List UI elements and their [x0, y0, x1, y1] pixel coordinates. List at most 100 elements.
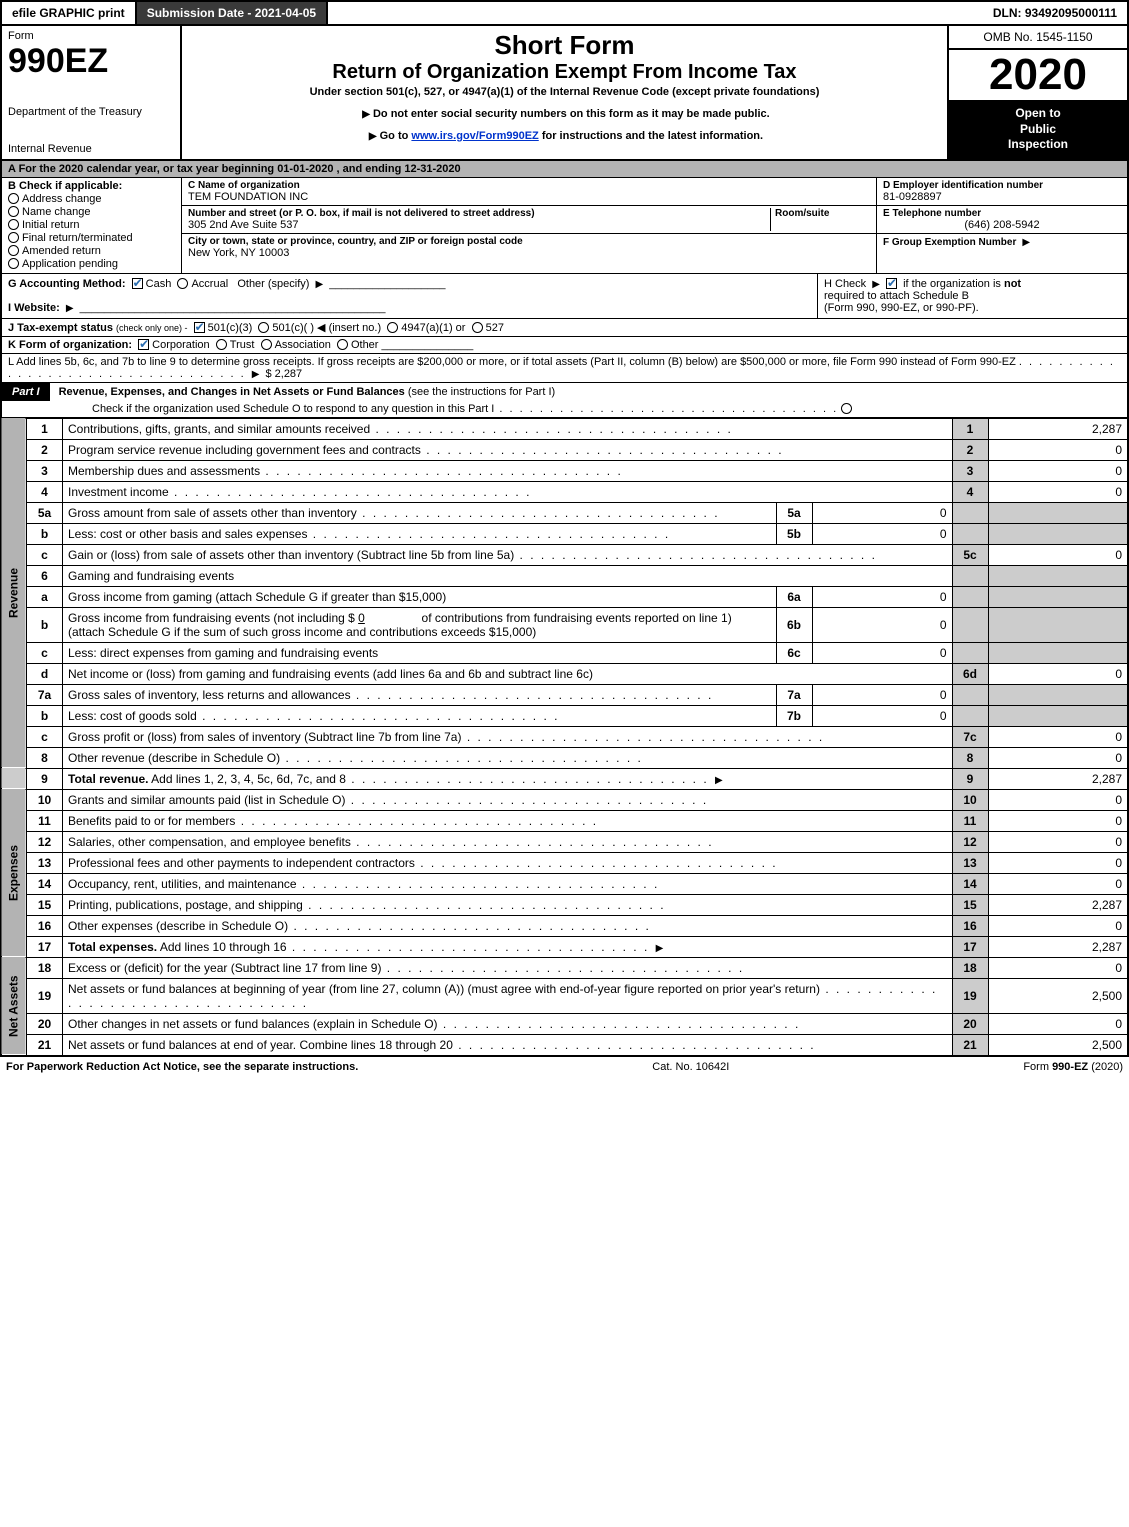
chk-other[interactable]: [337, 339, 348, 350]
expenses-side-label: Expenses: [1, 789, 27, 957]
footer-form: 990-EZ: [1052, 1061, 1088, 1073]
g-cash-label: Cash: [146, 278, 172, 290]
irs-link[interactable]: www.irs.gov/Form990EZ: [411, 130, 538, 142]
revenue-side-label: Revenue: [1, 418, 27, 768]
sub-ref: 6a: [776, 586, 812, 607]
line-desc: Net assets or fund balances at beginning…: [68, 982, 820, 996]
top-toolbar: efile GRAPHIC print Submission Date - 20…: [0, 0, 1129, 26]
grey-cell: [952, 586, 988, 607]
line-num: 19: [27, 978, 63, 1013]
line-desc: Salaries, other compensation, and employ…: [68, 835, 351, 849]
chk-trust[interactable]: [216, 339, 227, 350]
line-ref: 5c: [952, 544, 988, 565]
line-ref: 3: [952, 460, 988, 481]
grey-cell: [952, 705, 988, 726]
dept-irs: Internal Revenue: [8, 143, 174, 155]
line-value: 0: [988, 747, 1128, 768]
line-value: 2,500: [988, 978, 1128, 1013]
chk-4947[interactable]: [387, 322, 398, 333]
line-ref: 17: [952, 936, 988, 957]
line-9: 9 Total revenue. Add lines 1, 2, 3, 4, 5…: [1, 768, 1128, 789]
chk-association[interactable]: [261, 339, 272, 350]
row-a-tax-year: A For the 2020 calendar year, or tax yea…: [0, 161, 1129, 178]
chk-schedule-o[interactable]: [841, 403, 852, 414]
line-13: 13Professional fees and other payments t…: [1, 852, 1128, 873]
line-ref: 2: [952, 439, 988, 460]
efile-print-button[interactable]: efile GRAPHIC print: [2, 2, 137, 24]
h-not: not: [1004, 278, 1021, 290]
chk-schedule-b[interactable]: [886, 278, 897, 289]
chk-527[interactable]: [472, 322, 483, 333]
line-value: 0: [988, 726, 1128, 747]
chk-501c3[interactable]: [194, 322, 205, 333]
line-desc: Less: direct expenses from gaming and fu…: [68, 646, 378, 660]
line-2: 2 Program service revenue including gove…: [1, 439, 1128, 460]
org-name: TEM FOUNDATION INC: [188, 191, 870, 203]
line-desc: Grants and similar amounts paid (list in…: [68, 793, 345, 807]
j-tax-exempt: J Tax-exempt status (check only one) - 5…: [0, 319, 1129, 337]
line-desc: Benefits paid to or for members: [68, 814, 235, 828]
line-num: 7a: [27, 684, 63, 705]
sub-value: 0: [812, 705, 952, 726]
k-form-org: K Form of organization: Corporation Trus…: [0, 337, 1129, 354]
line-6a: a Gross income from gaming (attach Sched…: [1, 586, 1128, 607]
line-num: 9: [27, 768, 63, 789]
h-schedule-b: H Check if the organization is not requi…: [817, 274, 1127, 318]
e-label: E Telephone number: [883, 208, 1121, 219]
l-text: L Add lines 5b, 6c, and 7b to line 9 to …: [8, 356, 1016, 368]
chk-initial-return[interactable]: Initial return: [8, 219, 175, 231]
line-value: 2,287: [988, 768, 1128, 789]
line-num: c: [27, 544, 63, 565]
chk-address-change[interactable]: Address change: [8, 193, 175, 205]
line-desc: Program service revenue including govern…: [68, 443, 421, 457]
line-num: 11: [27, 810, 63, 831]
line-value: 0: [988, 481, 1128, 502]
dln-label: DLN: 93492095000111: [983, 2, 1127, 24]
chk-name-change[interactable]: Name change: [8, 206, 175, 218]
line-num: 14: [27, 873, 63, 894]
line-ref: 1: [952, 418, 988, 439]
city-cell: City or town, state or province, country…: [182, 234, 876, 261]
chk-amended-return[interactable]: Amended return: [8, 245, 175, 257]
grey-cell: [988, 523, 1128, 544]
chk-final-return[interactable]: Final return/terminated: [8, 232, 175, 244]
sub-ref: 6b: [776, 607, 812, 642]
j-527: 527: [486, 322, 504, 334]
chk-corporation[interactable]: [138, 339, 149, 350]
g-label: G Accounting Method:: [8, 278, 126, 290]
d-label: D Employer identification number: [883, 180, 1121, 191]
line-num: b: [27, 705, 63, 726]
line-num: 13: [27, 852, 63, 873]
line-16: 16Other expenses (describe in Schedule O…: [1, 915, 1128, 936]
ein-value: 81-0928897: [883, 191, 1121, 203]
org-name-cell: C Name of organization TEM FOUNDATION IN…: [182, 178, 876, 206]
line-value: 0: [988, 1013, 1128, 1034]
line-7a: 7a Gross sales of inventory, less return…: [1, 684, 1128, 705]
line-desc: Other expenses (describe in Schedule O): [68, 919, 288, 933]
grey-cell: [952, 502, 988, 523]
line-ref: 15: [952, 894, 988, 915]
sub-ref: 7b: [776, 705, 812, 726]
line-value: 2,287: [988, 894, 1128, 915]
line-num: b: [27, 523, 63, 544]
chk-application-pending[interactable]: Application pending: [8, 258, 175, 270]
grey-cell: [988, 565, 1128, 586]
line-7c: c Gross profit or (loss) from sales of i…: [1, 726, 1128, 747]
chk-501c[interactable]: [258, 322, 269, 333]
j-label: J Tax-exempt status: [8, 322, 113, 334]
chk-accrual[interactable]: [177, 278, 188, 289]
line-desc: Gross income from fundraising events (no…: [68, 611, 355, 625]
line-num: 6: [27, 565, 63, 586]
line-desc: Add lines 1, 2, 3, 4, 5c, 6d, 7c, and 8: [151, 772, 346, 786]
l-amount: $ 2,287: [265, 368, 302, 380]
chk-cash[interactable]: [132, 278, 143, 289]
line-num: d: [27, 663, 63, 684]
line-12: 12Salaries, other compensation, and empl…: [1, 831, 1128, 852]
part1-check-text: Check if the organization used Schedule …: [92, 403, 494, 415]
grey-cell: [952, 565, 988, 586]
line-6d: d Net income or (loss) from gaming and f…: [1, 663, 1128, 684]
line-18: Net Assets 18Excess or (deficit) for the…: [1, 957, 1128, 978]
line-ref: 10: [952, 789, 988, 810]
line-21: 21Net assets or fund balances at end of …: [1, 1034, 1128, 1055]
city-value: New York, NY 10003: [188, 247, 870, 259]
